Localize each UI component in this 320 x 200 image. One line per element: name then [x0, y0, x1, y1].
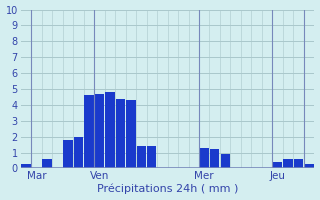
- Bar: [304, 164, 314, 168]
- Bar: [105, 92, 115, 168]
- Bar: [147, 146, 156, 168]
- X-axis label: Précipitations 24h ( mm ): Précipitations 24h ( mm ): [97, 184, 238, 194]
- Bar: [210, 149, 220, 168]
- Bar: [126, 100, 135, 168]
- Bar: [21, 164, 30, 168]
- Bar: [84, 95, 93, 168]
- Bar: [42, 159, 52, 168]
- Bar: [95, 94, 104, 168]
- Bar: [137, 146, 146, 168]
- Bar: [74, 137, 83, 168]
- Bar: [220, 154, 230, 168]
- Bar: [294, 159, 303, 168]
- Bar: [273, 162, 283, 168]
- Bar: [116, 99, 125, 168]
- Bar: [200, 148, 209, 168]
- Bar: [284, 159, 293, 168]
- Bar: [63, 140, 73, 168]
